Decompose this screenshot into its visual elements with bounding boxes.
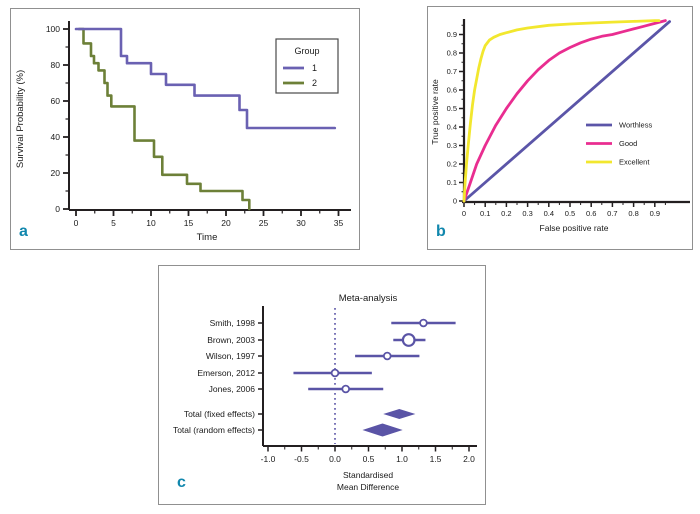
svg-text:0.4: 0.4 [447,123,457,132]
svg-text:Brown, 2003: Brown, 2003 [207,335,255,345]
forest-xlabel-line1: Standardised [343,470,393,480]
forest-point-estimate [330,368,340,378]
svg-text:0: 0 [55,204,60,214]
svg-text:25: 25 [259,218,269,228]
svg-text:0.1: 0.1 [480,209,490,218]
svg-text:0.1: 0.1 [447,178,457,187]
panel-forest-plot: Meta-analysis -1.0 -0.5 0.0 0.5 1.0 1.5 2.0 Stan… [158,265,486,505]
svg-text:0.6: 0.6 [447,86,457,95]
roc-series-worthless [462,20,672,203]
forest-title: Meta-analysis [339,293,398,304]
svg-text:0.8: 0.8 [628,209,638,218]
svg-text:35: 35 [334,218,344,228]
svg-text:1: 1 [312,63,317,73]
forest-row-2: Brown, 2003 [207,333,426,347]
svg-text:20: 20 [51,168,61,178]
svg-text:0.4: 0.4 [544,209,554,218]
roc-xlabel: False positive rate [540,223,609,233]
svg-text:0.5: 0.5 [565,209,575,218]
km-legend: Group 1 2 [275,38,339,94]
forest-axes: -1.0 -0.5 0.0 0.5 1.0 1.5 2.0 Standardised Mean … [261,306,477,492]
svg-text:0.6: 0.6 [586,209,596,218]
svg-text:-0.5: -0.5 [294,454,309,464]
svg-text:60: 60 [51,96,61,106]
panel-km-survival: 0 20 40 60 80 100 0 5 10 15 20 25 30 35 Time Survival P… [10,8,360,250]
forest-row-7: Total (random effects) [173,423,403,437]
forest-point-estimate [341,384,351,394]
svg-text:1.0: 1.0 [396,454,408,464]
forest-row-3: Wilson, 1997 [206,351,420,361]
forest-row-5: Jones, 2006 [209,384,384,394]
svg-text:0.2: 0.2 [501,209,511,218]
svg-text:10: 10 [146,218,156,228]
svg-text:2: 2 [312,78,317,88]
svg-text:30: 30 [296,218,306,228]
forest-point-estimate [401,333,416,347]
svg-text:Total (random effects): Total (random effects) [173,425,255,435]
svg-text:Total (fixed effects): Total (fixed effects) [184,409,255,419]
svg-text:Good: Good [619,139,637,148]
svg-text:0.3: 0.3 [447,141,457,150]
svg-text:0.5: 0.5 [447,104,457,113]
forest-total-diamond [383,409,416,419]
km-series-group1 [74,27,337,130]
svg-text:15: 15 [184,218,194,228]
svg-text:0: 0 [74,218,79,228]
svg-text:0.0: 0.0 [329,454,341,464]
svg-text:0.7: 0.7 [447,67,457,76]
km-axes: 0 20 40 60 80 100 0 5 10 15 20 25 30 35 Time Survival P… [15,21,351,243]
svg-text:Jones, 2006: Jones, 2006 [209,384,256,394]
roc-chart: 0 0.1 0.2 0.3 0.4 0.5 0.6 0.7 0.8 0.9 0 0.1 0.2 0.3 0.… [430,19,690,233]
svg-text:2.0: 2.0 [463,454,475,464]
forest-total-diamond [362,423,403,437]
roc-ylabel: True positive rate [430,79,440,145]
svg-text:20: 20 [221,218,231,228]
svg-text:100: 100 [46,24,60,34]
svg-text:0.9: 0.9 [447,30,457,39]
roc-series-good [462,19,667,203]
forest-row-6: Total (fixed effects) [184,409,416,419]
forest-point-estimate [382,351,392,361]
svg-text:80: 80 [51,60,61,70]
svg-text:Excellent: Excellent [619,158,650,167]
forest-row-1: Smith, 1998 [210,318,456,328]
roc-axes: 0 0.1 0.2 0.3 0.4 0.5 0.6 0.7 0.8 0.9 0 0.1 0.2 0.3 0.… [430,19,690,233]
svg-text:0.5: 0.5 [363,454,375,464]
svg-text:0.3: 0.3 [522,209,532,218]
forest-row-4: Emerson, 2012 [197,368,372,378]
km-legend-title: Group [294,46,319,56]
roc-series-excellent [462,19,661,203]
forest-plot-chart: Meta-analysis -1.0 -0.5 0.0 0.5 1.0 1.5 2.0 Stan… [173,293,477,492]
svg-text:Emerson, 2012: Emerson, 2012 [197,368,255,378]
svg-text:0: 0 [453,197,457,206]
svg-text:-1.0: -1.0 [261,454,276,464]
svg-text:40: 40 [51,132,61,142]
km-ylabel: Survival Probability (%) [15,70,26,168]
km-survival-chart: 0 20 40 60 80 100 0 5 10 15 20 25 30 35 Time Survival P… [15,21,351,243]
roc-legend: Worthless Good Excellent [586,121,652,167]
panel-letter-a: a [19,223,28,240]
forest-point-estimate [419,318,428,328]
svg-text:Worthless: Worthless [619,121,652,130]
panel-letter-b: b [436,223,446,240]
svg-text:1.5: 1.5 [430,454,442,464]
svg-text:0.2: 0.2 [447,160,457,169]
svg-text:5: 5 [111,218,116,228]
svg-text:Smith, 1998: Smith, 1998 [210,318,256,328]
panel-roc-curves: 0 0.1 0.2 0.3 0.4 0.5 0.6 0.7 0.8 0.9 0 0.1 0.2 0.3 0.… [427,6,693,250]
svg-text:0.8: 0.8 [447,49,457,58]
svg-text:0: 0 [462,209,466,218]
svg-text:0.7: 0.7 [607,209,617,218]
km-xlabel: Time [197,232,218,243]
forest-xlabel-line2: Mean Difference [337,482,399,492]
svg-text:Wilson, 1997: Wilson, 1997 [206,351,255,361]
km-series-group2 [77,27,251,211]
panel-letter-c: c [177,474,186,491]
svg-text:0.9: 0.9 [650,209,660,218]
